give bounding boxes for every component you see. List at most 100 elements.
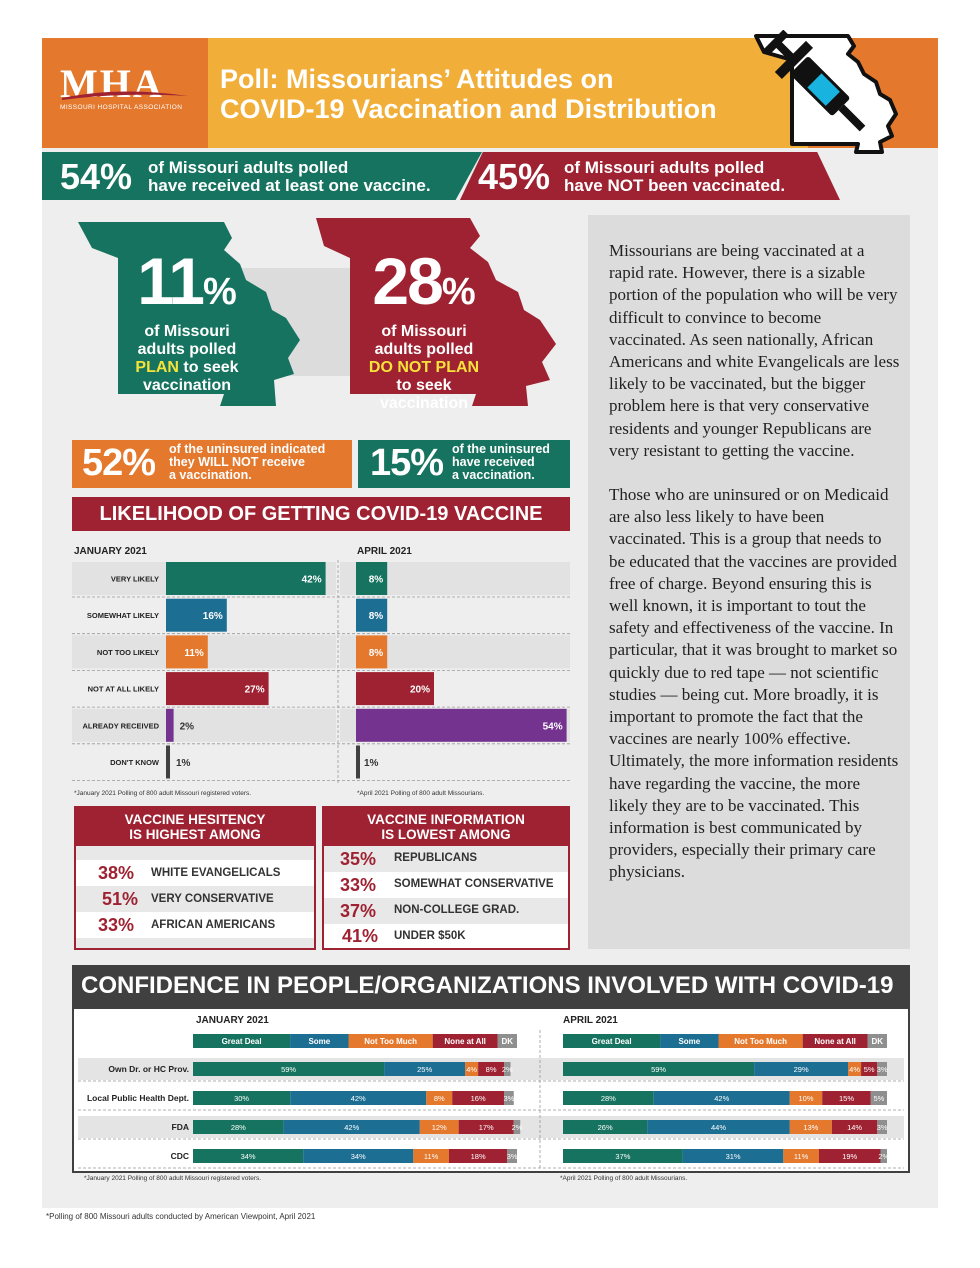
missouri-no-plan-shape (316, 218, 556, 406)
legend-label: DK (501, 1037, 513, 1046)
confidence-apr-note: *April 2021 Polling of 800 adult Missour… (560, 1175, 688, 1182)
not-vaccinated-banner (460, 152, 840, 200)
stacked-bar-segment (504, 1062, 511, 1076)
segment-value-label: 29% (794, 1065, 809, 1074)
bar-value-label: 42% (302, 575, 322, 586)
no-plan-stat: 28% of Missouri adults polled DO NOT PLA… (350, 248, 498, 413)
segment-value-label: 37% (615, 1152, 630, 1161)
category-label: DON'T KNOW (110, 758, 160, 767)
list-item: 33% SOMEWHAT CONSERVATIVE (324, 872, 568, 898)
segment-value-label: 3% (877, 1123, 888, 1132)
legend-swatch (290, 1034, 349, 1048)
bar-value-label: 20% (410, 685, 430, 696)
legend-swatch (563, 1034, 661, 1048)
legend-swatch (802, 1034, 868, 1048)
stacked-bar-segment (413, 1149, 449, 1163)
hesitancy-title: VACCINE HESITENCY IS HIGHEST AMONG (76, 808, 314, 846)
information-title: VACCINE INFORMATION IS LOWEST AMONG (324, 808, 568, 846)
list-item: 33% AFRICAN AMERICANS (76, 912, 314, 938)
legend-label: None at All (444, 1037, 485, 1046)
likelihood-chart: VERY LIKELY 42% 8% SOMEWHAT LIKELY 16% 8% NOT … (72, 560, 570, 784)
stacked-bar-segment (877, 1062, 887, 1076)
stacked-bar-segment (861, 1062, 878, 1076)
segment-value-label: 2% (878, 1152, 889, 1161)
not-vaccinated-text-line2: have NOT been vaccinated. (564, 176, 786, 195)
bar-value-label: 27% (245, 685, 265, 696)
segment-value-label: 17% (479, 1123, 494, 1132)
legend-swatch (193, 1034, 291, 1048)
footnote: *Polling of 800 Missouri adults conducte… (46, 1212, 316, 1221)
segment-value-label: 16% (471, 1094, 486, 1103)
segment-value-label: 8% (486, 1065, 497, 1074)
plan-pct: 11% (137, 244, 237, 318)
list-item: 38% WHITE EVANGELICALS (76, 860, 314, 886)
plan-stat: 11% of Missouri adults polled PLAN to se… (112, 244, 262, 395)
page-title-line2: COVID-19 Vaccination and Distribution (220, 94, 717, 124)
bar-jan (166, 598, 227, 632)
uninsured-will-not-text: of the uninsured indicated they WILL NOT… (169, 442, 326, 482)
stacked-bar-segment (448, 1149, 508, 1163)
stacked-bar-segment (647, 1120, 790, 1134)
legend-swatch (867, 1034, 887, 1048)
stacked-bar-segment (754, 1062, 849, 1076)
category-label: ALREADY RECEIVED (82, 721, 159, 730)
legend-swatch (348, 1034, 433, 1048)
vaccinated-text: of Missouri adults polled have received … (148, 159, 431, 195)
legend-label: Great Deal (592, 1037, 632, 1046)
page-title-line1: Poll: Missourians’ Attitudes on (220, 64, 614, 94)
bar-jan (166, 745, 170, 779)
segment-value-label: 3% (503, 1094, 514, 1103)
vaccinated-text-line2: have received at least one vaccine. (148, 176, 431, 195)
legend-swatch (497, 1034, 517, 1048)
stacked-bar-segment (426, 1091, 453, 1105)
stacked-bar-segment (682, 1149, 784, 1163)
segment-value-label: 12% (432, 1123, 447, 1132)
stacked-bar-segment (563, 1149, 683, 1163)
bar-value-label: 54% (543, 721, 563, 732)
missouri-syringe-icon (754, 30, 898, 154)
stacked-bar-segment (822, 1091, 871, 1105)
bar-value-label: 8% (369, 575, 384, 586)
stacked-bar-segment (193, 1091, 291, 1105)
stacked-bar-segment (848, 1062, 862, 1076)
segment-value-label: 26% (598, 1123, 613, 1132)
segment-value-label: 5% (864, 1065, 875, 1074)
plan-desc: of Missouri adults polled PLAN to seek v… (135, 323, 239, 394)
stacked-bar-segment (303, 1149, 414, 1163)
header-title-panel (208, 38, 808, 148)
confidence-jan-header: JANUARY 2021 (196, 1015, 269, 1026)
confidence-chart: Great Deal Some Not Too Much None at All DK G… (78, 1030, 904, 1169)
bar-apr (356, 672, 434, 706)
stacked-bar-segment (478, 1062, 505, 1076)
commentary-text: Missourians are being vaccinated at a ra… (609, 240, 901, 906)
segment-value-label: 14% (847, 1123, 862, 1132)
segment-value-label: 28% (231, 1123, 246, 1132)
likelihood-apr-note: *April 2021 Polling of 800 adult Missour… (357, 790, 485, 797)
stacked-bar-segment (563, 1091, 654, 1105)
stacked-bar-segment (818, 1149, 881, 1163)
stacked-bar-segment (877, 1120, 887, 1134)
segment-value-label: 30% (234, 1094, 249, 1103)
bar-apr (356, 598, 388, 632)
hesitancy-box: VACCINE HESITENCY IS HIGHEST AMONG 38% WH… (74, 806, 316, 950)
bar-value-label: 16% (203, 611, 223, 622)
stacked-bar-segment (384, 1062, 466, 1076)
bar-value-label: 8% (369, 648, 384, 659)
bar-apr (356, 708, 567, 742)
segment-value-label: 42% (351, 1094, 366, 1103)
stacked-bar-segment (653, 1091, 790, 1105)
likelihood-apr-header: APRIL 2021 (357, 546, 412, 557)
commentary-paragraph-2: Those who are uninsured or on Medicaid a… (609, 485, 899, 882)
stacked-bar-segment (563, 1120, 648, 1134)
logo-subtext: MISSOURI HOSPITAL ASSOCIATION (60, 104, 183, 111)
not-vaccinated-pct: 45% (478, 156, 551, 197)
legend-label: Some (678, 1037, 700, 1046)
category-label: Local Public Health Dept. (87, 1093, 189, 1103)
segment-value-label: 11% (424, 1152, 439, 1161)
bar-apr (356, 635, 388, 669)
no-plan-desc: of Missouri adults polled DO NOT PLAN to… (350, 323, 498, 413)
uninsured-received-pct: 15% (370, 442, 444, 484)
commentary-panel (588, 215, 910, 949)
segment-value-label: 25% (417, 1065, 432, 1074)
stacked-bar-segment (870, 1091, 887, 1105)
